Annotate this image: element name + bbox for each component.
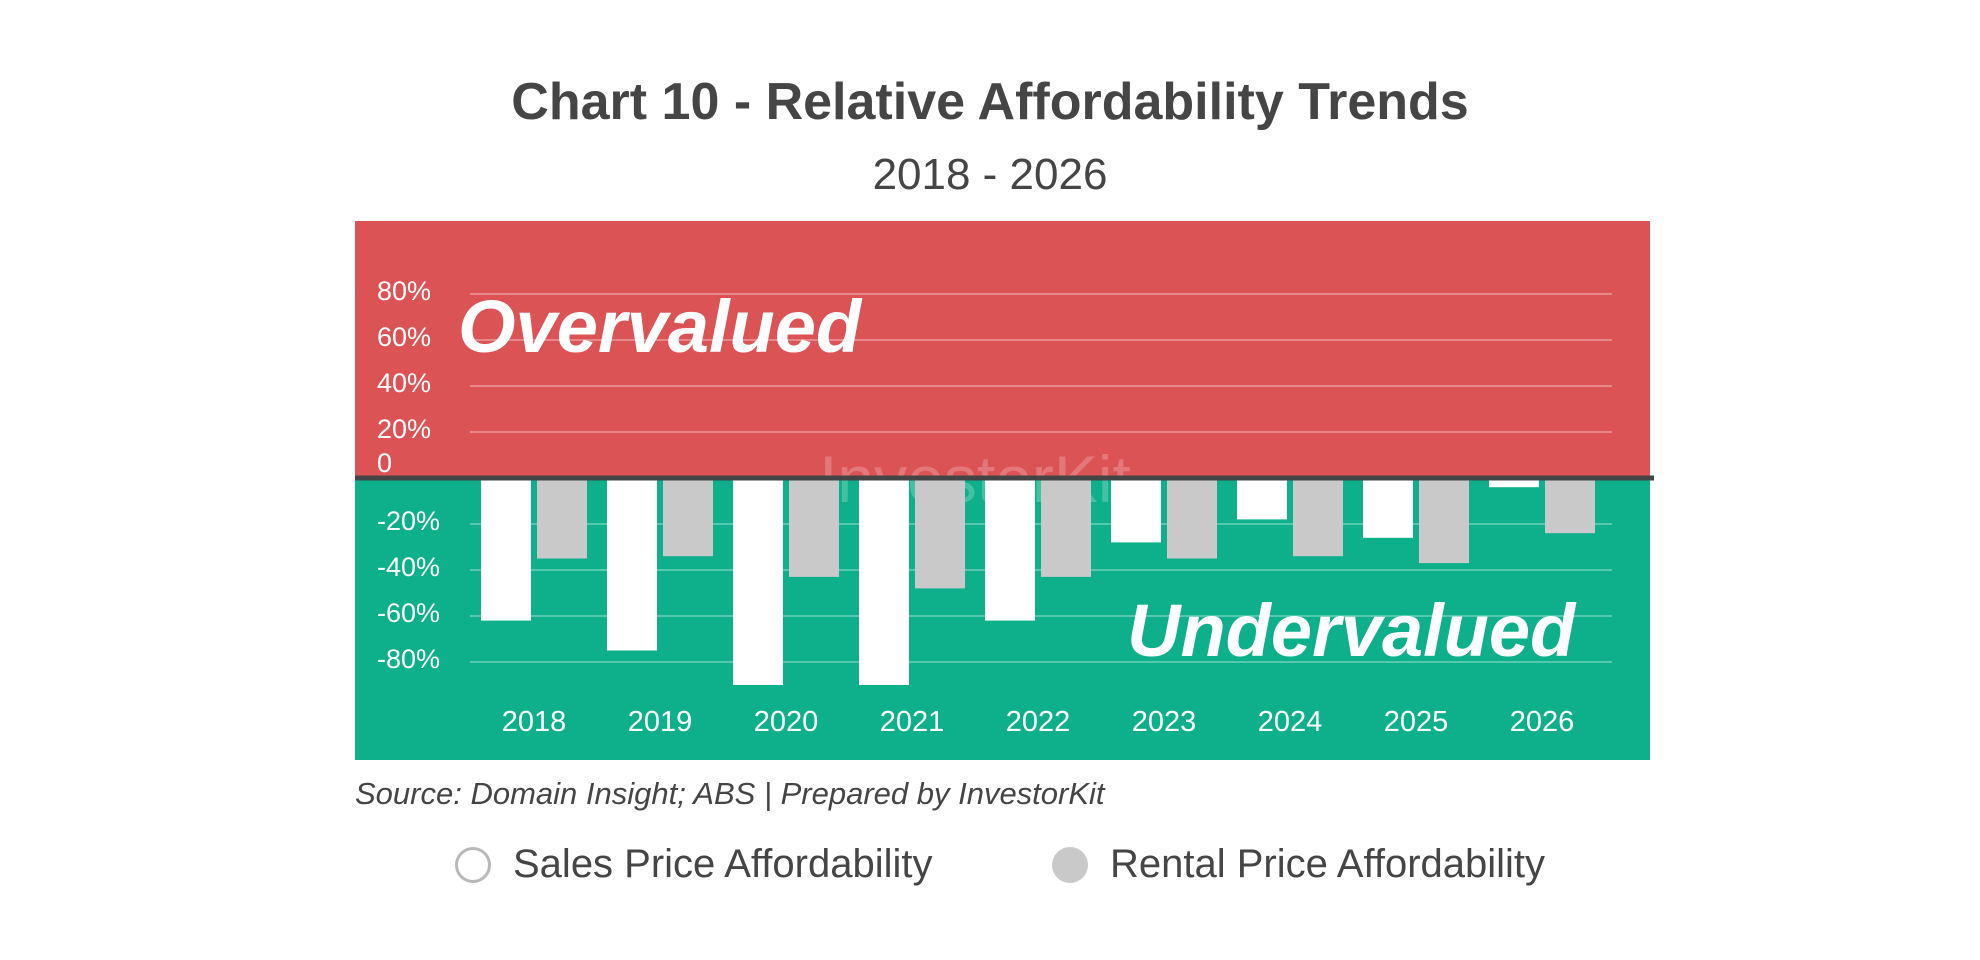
bar-sales: [1111, 478, 1161, 543]
bar-rental: [1167, 478, 1217, 559]
x-tick-label: 2020: [754, 706, 819, 738]
source-note: Source: Domain Insight; ABS | Prepared b…: [355, 776, 1105, 811]
bar-sales: [733, 478, 783, 685]
undervalued-label: Undervalued: [1127, 589, 1577, 672]
chart: InvestorKit 80%60%40%20%0-20%-40%-60%-80…: [355, 221, 1654, 760]
y-tick-label: 20%: [377, 414, 431, 444]
bar-rental: [789, 478, 839, 577]
legend: Sales Price Affordability Rental Price A…: [0, 842, 1980, 898]
overvalued-zone: [355, 221, 1650, 478]
overvalued-label: Overvalued: [458, 285, 863, 368]
legend-item-sales: Sales Price Affordability: [455, 842, 932, 887]
y-tick-label: -40%: [377, 552, 440, 582]
y-tick-label: -80%: [377, 644, 440, 674]
x-tick-label: 2024: [1258, 706, 1323, 738]
bar-rental: [915, 478, 965, 589]
x-tick-label: 2023: [1132, 706, 1197, 738]
x-tick-label: 2026: [1510, 706, 1575, 738]
legend-label-rental: Rental Price Affordability: [1110, 842, 1546, 886]
bar-rental: [1293, 478, 1343, 557]
y-tick-label: 40%: [377, 368, 431, 398]
bar-rental: [1041, 478, 1091, 577]
legend-swatch-rental: [1052, 846, 1088, 883]
bar-rental: [663, 478, 713, 557]
x-tick-label: 2022: [1006, 706, 1071, 738]
bar-sales: [1489, 478, 1539, 488]
y-axis-ticks: 80% 60% 40% 20% 0 -20% -40% -60% -80%: [377, 276, 440, 674]
bar-rental: [1545, 478, 1595, 534]
y-tick-label: 80%: [377, 276, 431, 306]
bar-sales: [859, 478, 909, 685]
bar-rental: [537, 478, 587, 559]
chart-title: Chart 10 - Relative Affordability Trends: [511, 73, 1469, 131]
bar-sales: [1237, 478, 1287, 520]
legend-swatch-sales: [455, 846, 491, 883]
bar-sales: [985, 478, 1035, 621]
x-axis-ticks: 2018 2019 2020 2021 2022 2023 2024 2025 2026: [502, 706, 1575, 738]
x-tick-label: 2018: [502, 706, 567, 738]
bars: [481, 478, 1595, 685]
y-tick-label: -60%: [377, 598, 440, 628]
bar-sales: [1363, 478, 1413, 538]
y-tick-label: 60%: [377, 322, 431, 352]
y-tick-label: 0: [377, 448, 392, 478]
legend-item-rental: Rental Price Affordability: [1052, 842, 1545, 887]
bar-rental: [1419, 478, 1469, 564]
y-tick-label: -20%: [377, 506, 440, 536]
bar-sales: [481, 478, 531, 621]
x-tick-label: 2021: [880, 706, 945, 738]
x-tick-label: 2019: [628, 706, 693, 738]
x-tick-label: 2025: [1384, 706, 1449, 738]
chart-subtitle: 2018 - 2026: [872, 150, 1108, 199]
legend-label-sales: Sales Price Affordability: [513, 842, 933, 886]
bar-sales: [607, 478, 657, 651]
